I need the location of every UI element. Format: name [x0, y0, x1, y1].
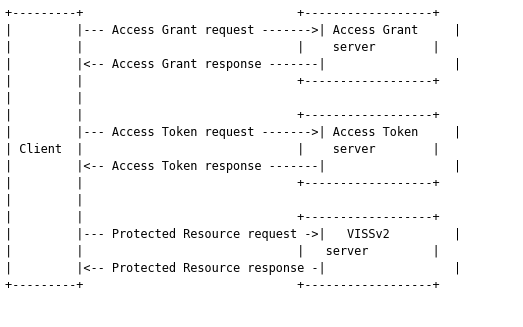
Text: +---------+                              +------------------+
|         |--- Acc: +---------+ +------------------+ | |--- … [5, 7, 461, 292]
